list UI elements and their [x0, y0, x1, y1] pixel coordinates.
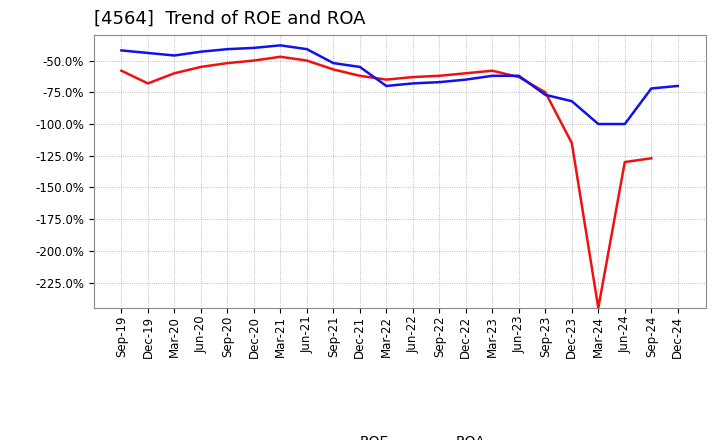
- ROA: [170, 53, 179, 58]
- ROA: [462, 77, 470, 82]
- ROE: [382, 77, 391, 82]
- ROA: [567, 99, 576, 104]
- ROA: [143, 50, 152, 55]
- ROE: [488, 68, 497, 73]
- ROE: [356, 73, 364, 78]
- ROA: [541, 92, 549, 98]
- ROA: [488, 73, 497, 78]
- ROE: [223, 60, 232, 66]
- ROA: [117, 48, 126, 53]
- ROE: [329, 67, 338, 72]
- ROE: [647, 156, 656, 161]
- ROE: [621, 159, 629, 165]
- ROE: [117, 68, 126, 73]
- Line: ROA: ROA: [122, 45, 678, 124]
- ROA: [223, 47, 232, 52]
- Text: [4564]  Trend of ROE and ROA: [4564] Trend of ROE and ROA: [94, 10, 365, 28]
- ROA: [594, 121, 603, 127]
- ROE: [515, 74, 523, 80]
- ROE: [594, 305, 603, 311]
- ROE: [302, 58, 311, 63]
- ROA: [197, 49, 205, 54]
- ROA: [673, 83, 682, 88]
- ROE: [408, 74, 417, 80]
- ROA: [302, 47, 311, 52]
- ROA: [621, 121, 629, 127]
- ROA: [250, 45, 258, 51]
- ROA: [382, 83, 391, 88]
- ROE: [143, 81, 152, 86]
- ROA: [647, 86, 656, 91]
- Line: ROE: ROE: [122, 57, 652, 308]
- ROA: [329, 60, 338, 66]
- ROE: [276, 54, 284, 59]
- ROE: [462, 71, 470, 76]
- ROA: [356, 64, 364, 70]
- ROA: [408, 81, 417, 86]
- ROE: [567, 140, 576, 146]
- ROA: [435, 80, 444, 85]
- ROA: [515, 73, 523, 78]
- ROE: [435, 73, 444, 78]
- ROE: [541, 90, 549, 95]
- ROA: [276, 43, 284, 48]
- ROE: [250, 58, 258, 63]
- ROE: [197, 64, 205, 70]
- ROE: [170, 71, 179, 76]
- Legend: ROE, ROA: ROE, ROA: [308, 429, 491, 440]
